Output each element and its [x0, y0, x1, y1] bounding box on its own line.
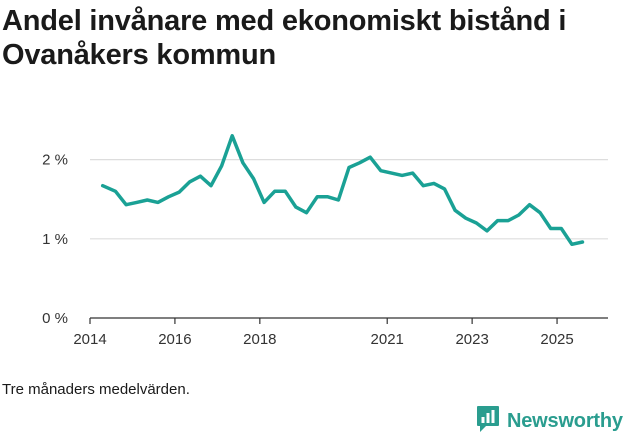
x-tick-label-4: 2023: [455, 331, 488, 348]
x-tick-label-2: 2018: [243, 331, 276, 348]
x-tick-label-1: 2016: [158, 331, 191, 348]
y-tick-label-0: 0 %: [42, 310, 68, 327]
chart-caption: Tre månaders medelvärden.: [2, 381, 190, 398]
gridlines: [90, 159, 608, 240]
page-title: Andel invånare med ekonomiskt bistånd i …: [2, 5, 567, 71]
x-tick-label-3: 2021: [371, 331, 404, 348]
y-axis-labels: 0 % 1 % 2 %: [42, 152, 68, 327]
newsworthy-logo-icon: [476, 405, 500, 438]
brand-logo[interactable]: Newsworthy: [476, 405, 623, 438]
y-tick-label-1: 1 %: [42, 231, 68, 248]
y-tick-label-2: 2 %: [42, 152, 68, 169]
data-series: [100, 134, 585, 247]
brand-name: Newsworthy: [507, 409, 623, 432]
x-axis: 2014 2016 2018 2021 2023 2025: [73, 317, 608, 348]
series-line-0: [100, 134, 585, 247]
x-tick-label-0: 2014: [73, 331, 106, 348]
x-tick-label-5: 2025: [540, 331, 573, 348]
